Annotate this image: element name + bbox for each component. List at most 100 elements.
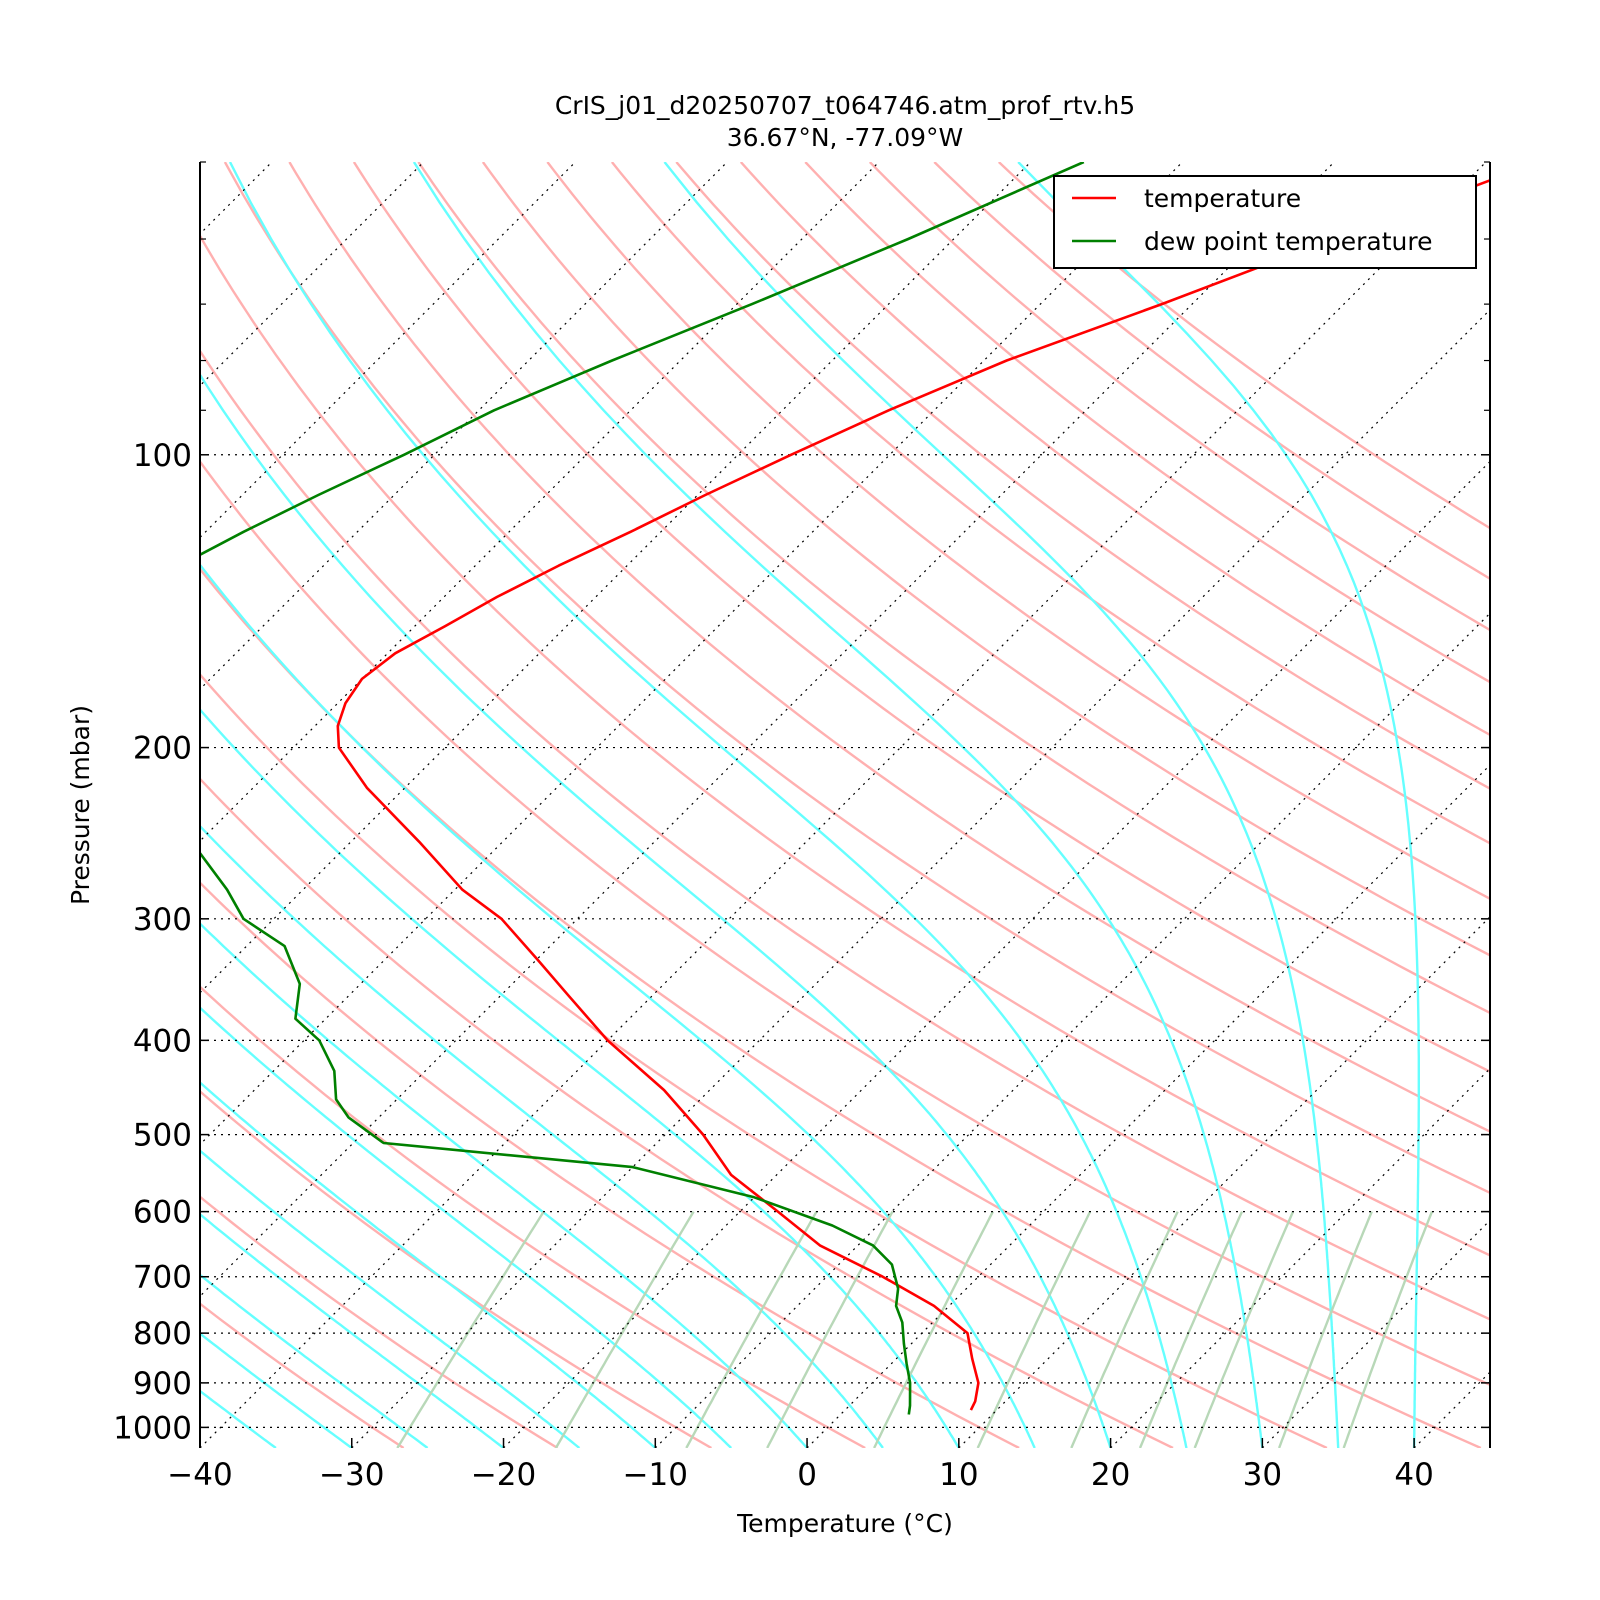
dry-adiabat-line — [739, 162, 1490, 737]
y-tick-label: 900 — [133, 1366, 192, 1402]
dry-adiabat-line — [352, 162, 1490, 1073]
data-series — [200, 162, 1490, 1415]
mixing-ratio-line — [1277, 1211, 1373, 1448]
dry-adiabat-line — [481, 162, 1490, 957]
y-tick-label: 1000 — [113, 1410, 192, 1446]
moist-adiabat-line — [1017, 162, 1420, 1448]
y-tick-label: 800 — [133, 1316, 192, 1352]
x-tick-label: −20 — [471, 1457, 536, 1493]
y-tick-label: 600 — [133, 1195, 192, 1231]
grid-lines — [200, 162, 1600, 1448]
dry-adiabat-line — [675, 162, 1490, 791]
dry-adiabat-line — [200, 777, 1174, 1448]
dry-adiabat-line — [200, 1195, 559, 1448]
chart-subtitle: 36.67°N, -77.09°W — [727, 123, 963, 152]
y-tick-label: 500 — [133, 1118, 192, 1154]
mixing-ratio-line — [976, 1211, 1092, 1448]
x-tick-labels: −40 −30 −20 −10 0 10 20 30 40 — [167, 1457, 1434, 1493]
isotherm-gridline — [351, 308, 1490, 1448]
isotherm-gridline — [654, 612, 1490, 1448]
dry-adiabat-line — [200, 233, 1490, 1257]
moist-adiabat-line — [200, 562, 1036, 1448]
dry-adiabat-line — [200, 567, 1482, 1448]
axes-frame — [199, 162, 1491, 1448]
isotherm-gridline — [200, 162, 1335, 1298]
x-tick-label: 20 — [1091, 1457, 1130, 1493]
isotherm-gridline — [1261, 1219, 1490, 1448]
moist-adiabat-line — [200, 1149, 581, 1448]
mixing-ratio-line — [554, 1210, 695, 1448]
y-tick-label: 200 — [133, 731, 192, 767]
isotherm-gridline — [200, 162, 273, 235]
dry-adiabat-line — [200, 459, 1490, 1387]
isotherm-gridline — [1566, 162, 1600, 1448]
legend: temperature dew point temperature — [1053, 175, 1477, 269]
dry-adiabat-line — [997, 162, 1490, 530]
moist-adiabat-line — [200, 1212, 505, 1448]
y-tick-label: 300 — [133, 902, 192, 938]
x-tick-label: 10 — [939, 1457, 978, 1493]
mixing-ratio-line — [1342, 1211, 1434, 1448]
mixing-ratio-line — [766, 1211, 894, 1448]
x-tick-label: 0 — [797, 1457, 817, 1493]
x-tick-label: 40 — [1394, 1457, 1433, 1493]
isotherm-gridline — [200, 162, 425, 387]
chart-title: CrIS_j01_d20250707_t064746.atm_prof_rtv.… — [555, 91, 1135, 120]
moist-adiabat-line — [200, 1331, 353, 1448]
moist-adiabat-line — [200, 921, 808, 1448]
dry-adiabat-line — [610, 162, 1490, 845]
isotherm-gridline — [200, 162, 1487, 1448]
y-axis-label: Pressure (mbar) — [66, 705, 95, 905]
x-axis-label: Temperature (°C) — [736, 1509, 953, 1538]
x-tick-label: 30 — [1243, 1457, 1282, 1493]
dry-adiabat-line — [546, 162, 1490, 901]
mixing-ratio-line — [1070, 1211, 1179, 1448]
isotherm-gridline — [806, 764, 1490, 1448]
legend-box — [1053, 175, 1477, 269]
series-line-dewpoint — [200, 162, 1085, 1415]
mixing-ratio-line — [396, 1210, 545, 1448]
moist-adiabats — [200, 162, 1420, 1448]
y-tick-label: 700 — [133, 1260, 192, 1296]
dry-adiabat-line — [200, 985, 866, 1448]
moist-adiabat-line — [228, 162, 1188, 1448]
isotherm-gridline — [1413, 1371, 1490, 1448]
dry-adiabat-line — [868, 162, 1490, 632]
moist-adiabat-line — [663, 162, 1340, 1448]
moist-adiabat-line — [412, 162, 1264, 1448]
isotherm-gridline — [200, 162, 880, 842]
legend-label: dew point temperature — [1144, 227, 1433, 256]
dry-adiabat-line — [417, 162, 1490, 1015]
x-tick-label: −10 — [623, 1457, 688, 1493]
moist-adiabat-line — [200, 372, 1112, 1448]
dry-adiabat-line — [223, 162, 1490, 1195]
moist-adiabat-line — [200, 1080, 657, 1448]
mixing-ratio-line — [873, 1211, 994, 1448]
moist-adiabat-line — [200, 824, 884, 1448]
mixing-ratio-line — [1193, 1211, 1295, 1448]
axis-ticks — [199, 161, 1490, 1448]
mixing-ratio-line — [685, 1211, 818, 1448]
dry-adiabat-line — [200, 348, 1490, 1321]
dry-adiabats — [200, 162, 1490, 1448]
isotherm-gridline — [200, 162, 1183, 1146]
isotherm-gridline — [958, 915, 1490, 1448]
series-line-temperature — [336, 178, 1490, 1411]
isotherm-gridline — [200, 162, 728, 691]
dry-adiabat-line — [288, 162, 1490, 1133]
plot-area — [200, 162, 1600, 1448]
moist-adiabat-line — [200, 1006, 733, 1448]
moist-adiabat-line — [200, 1273, 429, 1448]
mixing-ratio-line — [1138, 1211, 1244, 1448]
moist-adiabat-line — [200, 1446, 201, 1448]
x-tick-label: −30 — [319, 1457, 384, 1493]
dry-adiabat-line — [933, 162, 1490, 581]
legend-label: temperature — [1144, 184, 1301, 213]
dry-adiabat-line — [200, 672, 1328, 1448]
mixing-ratio-lines — [396, 1210, 1434, 1448]
y-tick-labels: 100 200 300 400 500 600 700 800 900 1000 — [113, 438, 192, 1447]
dry-adiabat-line — [200, 1089, 712, 1448]
dry-adiabat-line — [200, 881, 1020, 1448]
y-tick-label: 100 — [133, 438, 192, 474]
